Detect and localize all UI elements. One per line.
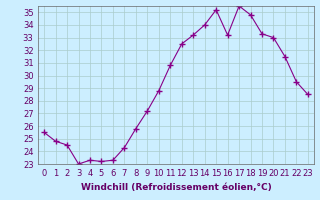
X-axis label: Windchill (Refroidissement éolien,°C): Windchill (Refroidissement éolien,°C) [81,183,271,192]
